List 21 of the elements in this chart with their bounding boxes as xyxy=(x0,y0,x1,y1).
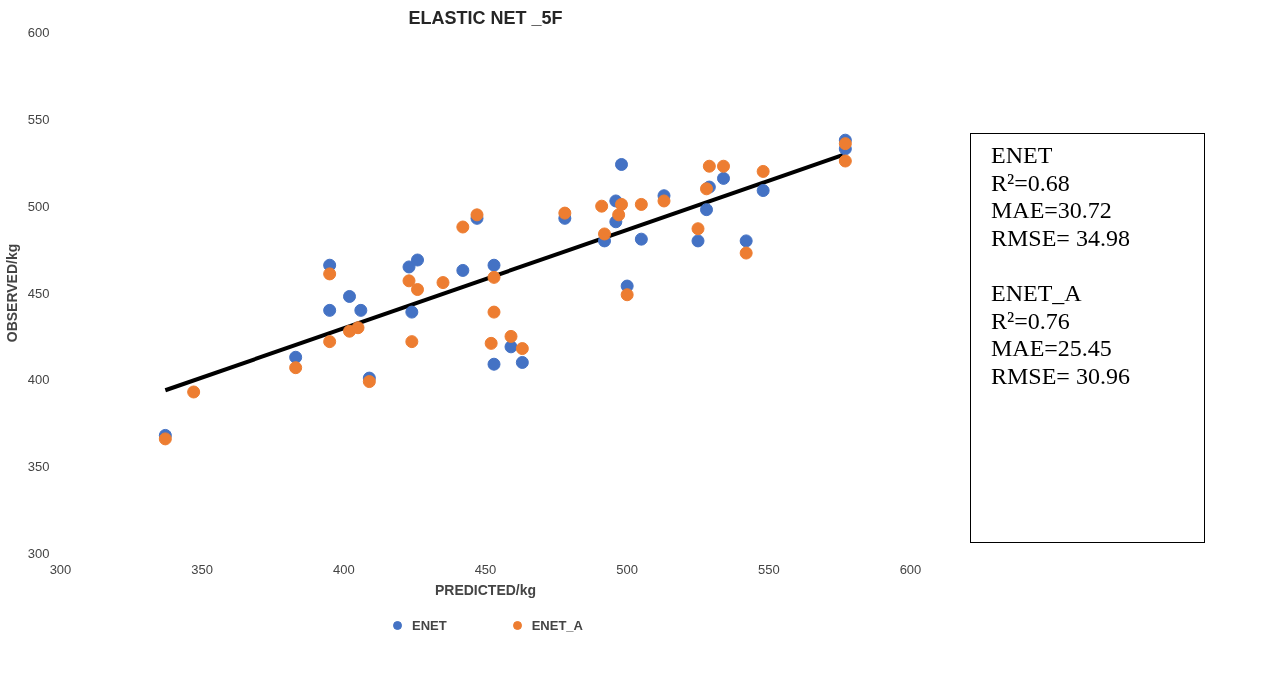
legend-label: ENET_A xyxy=(531,617,583,633)
text: ENET R²=0.68 MAE=30.72 RMSE= 34.98 xyxy=(991,142,1130,251)
y-tick-label: 400 xyxy=(27,372,50,388)
legend-label: ENET xyxy=(412,617,447,633)
x-tick-label: 550 xyxy=(757,561,780,577)
x-tick-label: 350 xyxy=(191,561,214,577)
y-tick-label: 500 xyxy=(27,198,50,214)
x-tick-label: 600 xyxy=(899,561,922,577)
y-tick-label: 350 xyxy=(27,459,50,475)
chart-title: ELASTIC NET _5F xyxy=(408,7,563,28)
y-tick-label: 450 xyxy=(27,285,50,301)
y-tick-label: 550 xyxy=(27,111,50,127)
x-tick-label: 300 xyxy=(49,561,72,577)
y-tick-label: 300 xyxy=(27,546,50,561)
y-tick-label: 600 xyxy=(27,25,50,40)
y-axis-title: OBSERVED/kg xyxy=(3,243,20,343)
x-tick-label: 450 xyxy=(474,561,497,577)
x-tick-label: 400 xyxy=(332,561,355,577)
x-axis-title: PREDICTED/kg xyxy=(434,581,537,598)
x-tick-label: 500 xyxy=(616,561,639,577)
text: ENET_A R²=0.76 MAE=25.45 RMSE= 30.96 xyxy=(991,279,1130,389)
